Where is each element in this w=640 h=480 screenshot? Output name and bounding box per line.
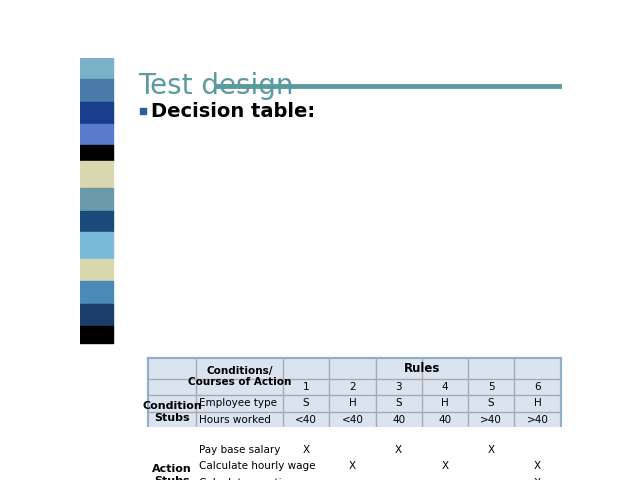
Bar [80,145,113,161]
Text: Rules: Rules [404,362,440,375]
Text: 38: 38 [504,404,525,422]
Text: 3: 3 [396,382,402,392]
Text: 5: 5 [488,382,495,392]
Bar [80,304,113,325]
Text: Employee type: Employee type [199,398,277,408]
Bar [148,358,561,480]
Text: Test design: Test design [138,72,294,100]
Text: X: X [442,461,449,471]
Text: S: S [303,398,310,408]
Text: 40: 40 [438,415,451,425]
Bar [80,325,113,343]
Text: 6: 6 [534,382,541,392]
Text: 4: 4 [442,382,448,392]
Text: Action
Stubs: Action Stubs [152,464,192,480]
Text: Calculate hourly wage: Calculate hourly wage [199,461,316,471]
Bar [80,281,113,304]
Text: Conditions/
Courses of Action: Conditions/ Courses of Action [188,366,291,387]
Text: S: S [396,398,402,408]
Bar [80,58,113,79]
Bar [80,232,113,259]
Bar [80,161,113,188]
Text: X: X [303,444,310,455]
Bar [80,124,113,145]
Text: Condition
Stubs: Condition Stubs [142,401,202,422]
Bar [80,79,113,102]
Text: H: H [534,398,541,408]
Text: X: X [534,461,541,471]
Text: H: H [349,398,356,408]
Text: <40: <40 [342,415,364,425]
Text: 2: 2 [349,382,356,392]
Text: Decision table:: Decision table: [150,102,315,121]
Bar [80,211,113,232]
Bar [80,259,113,281]
Text: <40: <40 [295,415,317,425]
Text: >40: >40 [480,415,502,425]
Text: S: S [488,398,495,408]
Text: X: X [534,479,541,480]
Text: >40: >40 [527,415,548,425]
Text: Hours worked: Hours worked [199,415,271,425]
Text: X: X [349,461,356,471]
Bar [140,108,146,114]
Text: Pay base salary: Pay base salary [199,444,281,455]
Bar [80,188,113,211]
Text: 40: 40 [392,415,405,425]
Text: X: X [488,444,495,455]
Text: Calculate overtime: Calculate overtime [199,479,298,480]
Bar [80,102,113,124]
Text: X: X [395,444,402,455]
Text: 1: 1 [303,382,310,392]
Text: H: H [441,398,449,408]
